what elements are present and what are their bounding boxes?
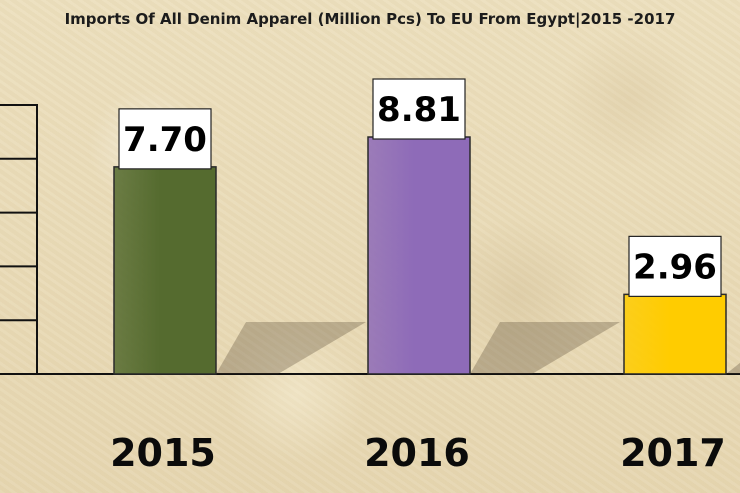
bar-shadow	[470, 322, 620, 374]
value-label: 8.81	[377, 90, 461, 130]
value-label-box	[118, 108, 212, 170]
value-label: 7.70	[123, 120, 207, 160]
value-label-box	[372, 78, 466, 140]
shadow-layer	[216, 322, 740, 374]
category-label: 2016	[364, 431, 470, 475]
category-label: 2017	[620, 431, 726, 475]
value-label: 2.96	[633, 247, 717, 287]
bar-layer	[113, 136, 727, 375]
bar-2016	[367, 136, 471, 375]
bar-2017	[623, 293, 727, 375]
bar-shadow	[216, 322, 366, 374]
chart-title: Imports Of All Denim Apparel (Million Pc…	[65, 10, 676, 29]
bar-2015	[113, 166, 217, 375]
category-label: 2015	[110, 431, 216, 475]
bar-shadow	[726, 362, 740, 374]
value-label-box	[628, 235, 722, 297]
label-layer: 7.70 2015 8.81 2016 2.96 2017	[110, 78, 726, 475]
